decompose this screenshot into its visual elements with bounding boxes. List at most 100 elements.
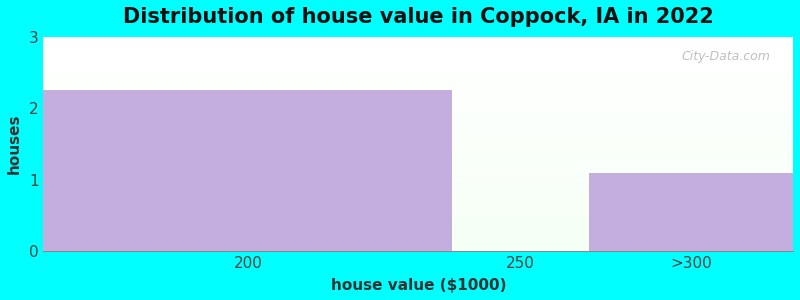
Bar — [43, 207, 793, 208]
Bar — [43, 130, 793, 131]
Bar — [43, 204, 793, 206]
Bar — [43, 181, 793, 183]
Bar — [43, 247, 793, 248]
Bar — [43, 84, 793, 86]
Bar — [43, 248, 793, 250]
Bar — [43, 221, 793, 223]
Bar — [43, 52, 793, 54]
Bar — [43, 63, 793, 64]
Bar — [43, 136, 793, 137]
Bar — [43, 44, 793, 45]
Bar — [43, 163, 793, 164]
Bar — [43, 188, 793, 190]
Bar — [43, 184, 793, 185]
Bar — [43, 77, 793, 78]
Bar — [43, 54, 793, 56]
Bar — [43, 140, 793, 141]
Bar — [43, 244, 793, 245]
Bar — [43, 75, 793, 77]
Bar — [43, 51, 793, 52]
Bar — [43, 146, 793, 147]
Bar — [43, 40, 793, 41]
Bar — [43, 151, 793, 153]
Bar — [43, 155, 793, 157]
Bar — [43, 210, 793, 211]
Bar — [43, 241, 793, 243]
Bar — [43, 81, 793, 82]
Bar — [43, 78, 793, 80]
Bar — [43, 110, 793, 111]
Bar — [43, 112, 793, 114]
Y-axis label: houses: houses — [7, 114, 22, 174]
Bar — [43, 45, 793, 47]
Bar — [43, 100, 793, 101]
Bar — [43, 94, 793, 95]
Bar — [43, 231, 793, 233]
Bar — [43, 176, 793, 177]
Bar — [43, 154, 793, 155]
Bar — [43, 118, 793, 120]
Bar — [43, 43, 793, 44]
Bar — [43, 105, 793, 107]
Bar — [43, 134, 793, 136]
Bar — [43, 85, 793, 87]
Bar — [43, 61, 793, 63]
Bar — [43, 98, 793, 100]
Bar — [43, 58, 793, 60]
Bar — [43, 234, 793, 236]
Bar — [43, 185, 793, 187]
Bar — [43, 214, 793, 215]
Bar — [43, 37, 793, 38]
Bar — [43, 121, 793, 123]
Bar — [43, 138, 793, 140]
Bar — [43, 67, 793, 68]
Bar — [43, 50, 793, 51]
Bar — [43, 236, 793, 237]
Bar — [43, 196, 793, 197]
Bar — [43, 60, 793, 61]
Bar — [43, 200, 793, 201]
Bar — [43, 153, 793, 154]
Bar — [43, 167, 793, 168]
Title: Distribution of house value in Coppock, IA in 2022: Distribution of house value in Coppock, … — [123, 7, 714, 27]
Bar — [43, 178, 793, 180]
Bar — [43, 164, 793, 166]
Bar — [43, 148, 793, 150]
Bar — [43, 168, 793, 170]
Bar — [43, 194, 793, 196]
Bar — [43, 127, 793, 128]
Bar — [43, 68, 793, 70]
Bar — [43, 90, 793, 91]
Bar — [43, 71, 793, 73]
Bar — [43, 180, 793, 181]
Bar — [43, 125, 793, 127]
Bar — [43, 128, 793, 130]
Bar — [43, 131, 793, 133]
Bar — [43, 171, 793, 172]
Bar — [43, 211, 793, 213]
Bar — [43, 187, 793, 188]
Bar — [43, 101, 793, 103]
Bar — [43, 226, 793, 227]
Bar — [43, 133, 793, 134]
Bar — [43, 243, 793, 244]
Bar — [43, 191, 793, 193]
Bar — [43, 141, 793, 142]
Bar — [43, 65, 793, 67]
Bar — [43, 90, 452, 251]
Bar — [43, 142, 793, 144]
Bar — [43, 223, 793, 224]
Bar — [43, 201, 793, 202]
Bar — [43, 147, 793, 148]
Bar — [43, 111, 793, 112]
Bar — [43, 166, 793, 167]
Bar — [43, 74, 793, 75]
Bar — [43, 137, 793, 138]
Bar — [43, 93, 793, 94]
Bar — [43, 150, 793, 151]
Bar — [43, 202, 793, 204]
Bar — [43, 157, 793, 158]
Bar — [43, 48, 793, 50]
Bar — [43, 213, 793, 214]
Bar — [43, 57, 793, 58]
